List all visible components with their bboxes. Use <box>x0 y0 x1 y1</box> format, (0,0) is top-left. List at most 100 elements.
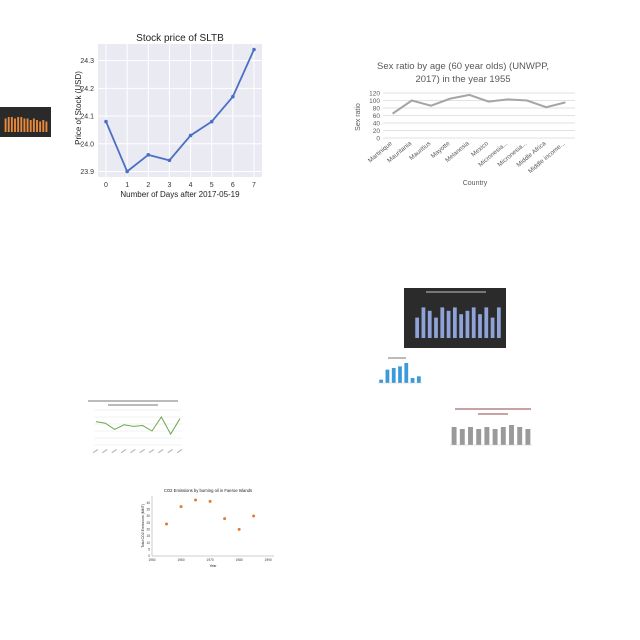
thumbnail-dark-bar <box>421 307 426 338</box>
thumbnail-gray-bar <box>517 427 523 445</box>
sexratio-x-label: Country <box>463 180 488 187</box>
thumbnail-green-tick-mark <box>158 448 164 454</box>
thumbnail-dark-bar <box>471 307 476 338</box>
co2-point <box>237 527 241 531</box>
thumbnail-dark-title-mark <box>426 291 486 293</box>
thumbnail-gray-title-mark-2 <box>478 413 508 415</box>
thumbnail-dark-bar <box>415 317 420 338</box>
stock-point <box>167 158 172 163</box>
thumbnail-orange-bar <box>10 117 13 132</box>
stock-x-tick: 3 <box>167 182 171 189</box>
thumbnail-orange-bar <box>42 120 45 132</box>
co2-x-label: Year <box>209 564 217 568</box>
thumbnail-green-tick-mark <box>111 448 117 454</box>
sexratio-y-tick: 0 <box>376 136 380 143</box>
stock-x-tick: 2 <box>146 182 150 189</box>
sexratio-title-line2: 2017) in the year 1955 <box>415 74 510 85</box>
stock-x-tick: 4 <box>189 182 193 189</box>
thumbnail-orange-bar <box>32 118 35 132</box>
sexratio-x-tick: Mauritius <box>408 140 432 162</box>
stock-point <box>104 119 108 124</box>
thumbnail-dark-bar <box>478 314 482 338</box>
stock-x-label: Number of Days after 2017-05-19 <box>120 190 240 199</box>
thumbnail-gray-bar <box>509 425 514 445</box>
co2-x-tick: 1960 <box>178 558 185 562</box>
co2-point <box>252 514 256 518</box>
thumbnail-green-tick-mark <box>167 448 173 454</box>
co2-point <box>208 499 212 503</box>
thumbnail-dark-bar-chart <box>404 288 506 348</box>
co2-y-tick: 25 <box>146 521 150 525</box>
thumbnail-dark-bar <box>496 307 501 338</box>
thumbnail-gray-bar <box>476 429 482 445</box>
co2-y-tick: 15 <box>146 534 150 538</box>
sexratio-y-tick: 20 <box>373 128 381 135</box>
thumbnail-dark-bar <box>440 307 445 338</box>
thumbnail-small-bar <box>385 369 390 383</box>
stock-title: Stock price of SLTB <box>136 33 224 44</box>
thumbnail-green-tick-mark <box>148 448 155 454</box>
co2-point <box>165 522 169 526</box>
thumbnail-green-tick-mark <box>139 448 145 454</box>
thumbnail-small-title-mark <box>388 357 406 359</box>
sexratio-title-line1: Sex ratio by age (60 year olds) (UNWPP, <box>377 61 549 72</box>
stock-x-tick: 5 <box>210 182 214 189</box>
thumbnail-dark-bar <box>465 310 470 338</box>
stock-y-label: Price of Stock (USD) <box>74 71 83 145</box>
stock-x-tick: 7 <box>252 182 256 189</box>
thumbnail-orange-bar <box>20 117 23 132</box>
thumbnail-small-bar <box>391 368 396 383</box>
stock-point <box>146 153 151 157</box>
co2-title: CO2 Emissions by burning oil in Faeroe I… <box>164 488 252 493</box>
thumbnail-orange-bar <box>14 118 16 132</box>
co2-y-tick: 5 <box>148 548 150 552</box>
co2-point <box>194 498 198 502</box>
stock-price-line <box>105 49 255 173</box>
stock-y-tick: 24.0 <box>80 141 94 148</box>
thumbnail-dark-bar <box>434 317 438 338</box>
thumbnail-small-bar-chart <box>378 357 422 384</box>
thumbnail-green-title-mark-2 <box>108 404 158 406</box>
thumbnail-dark-bar <box>452 307 457 338</box>
stock-x-tick: 6 <box>231 182 235 189</box>
thumbnail-orange-bar <box>45 121 48 132</box>
thumbnail-gray-bar <box>484 427 490 445</box>
thumbnail-small-bar <box>379 379 384 383</box>
stock-y-tick: 23.9 <box>80 169 94 176</box>
thumbnail-green-line-chart <box>88 400 183 454</box>
thumbnail-gray-bar <box>451 427 457 445</box>
thumbnail-green-tick-mark <box>92 448 99 454</box>
thumbnail-gray-bar-chart <box>450 408 532 446</box>
co2-y-tick: 10 <box>146 541 150 545</box>
sexratio-chart: Sex ratio by age (60 year olds) (UNWPP, … <box>355 61 575 187</box>
thumbnail-small-bar <box>404 363 409 383</box>
thumbnail-small-bar <box>410 378 415 383</box>
thumbnail-orange-bar <box>26 118 29 132</box>
co2-y-tick: 40 <box>146 501 150 505</box>
stock-y-tick: 24.3 <box>80 58 94 65</box>
stock-x-tick: 0 <box>104 182 108 189</box>
thumbnail-orange-bar <box>17 117 20 132</box>
thumbnail-orange-bar <box>7 117 10 132</box>
thumbnail-green-tick-mark <box>102 448 108 454</box>
co2-x-tick: 1950 <box>148 558 155 562</box>
co2-x-tick: 1970 <box>207 558 214 562</box>
stock-point <box>209 119 214 124</box>
co2-y-tick: 30 <box>146 514 150 518</box>
thumbnail-small-bar <box>398 366 402 383</box>
sexratio-y-tick: 120 <box>369 91 380 98</box>
thumbnail-small-bar <box>416 376 421 383</box>
thumbnail-green-title-mark <box>88 400 178 402</box>
sexratio-y-tick: 100 <box>369 98 380 105</box>
sexratio-line <box>392 93 566 115</box>
thumbnail-gray-title-mark <box>455 408 531 410</box>
thumbnail-gray-bar <box>468 427 473 445</box>
co2-x-tick: 1980 <box>236 558 243 562</box>
thumbnail-orange-bar <box>29 120 32 132</box>
thumbnail-dark-bar <box>490 317 495 338</box>
thumbnail-orange-bar <box>4 118 7 132</box>
thumbnail-gray-bar <box>500 427 506 445</box>
thumbnail-orange-bar <box>23 118 26 132</box>
thumbnail-orange-bar-chart <box>0 107 51 137</box>
stock-plot-bg <box>98 44 262 177</box>
